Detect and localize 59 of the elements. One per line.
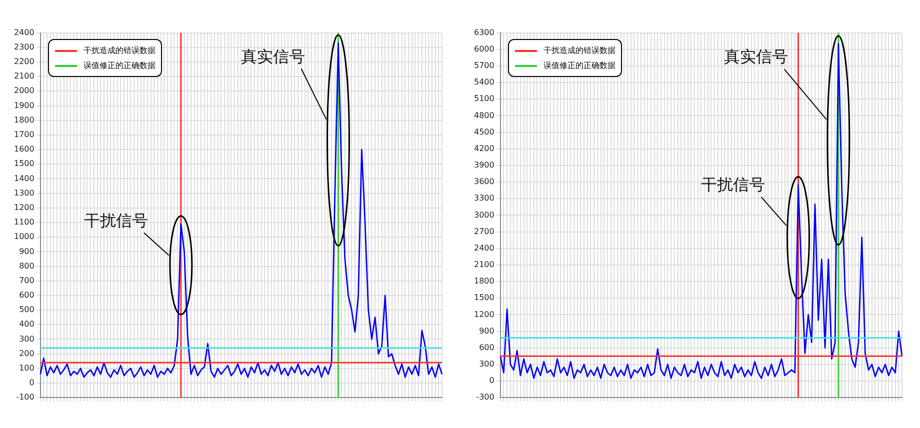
y-tick-label: 1100 [14, 218, 34, 227]
y-tick-label: 4500 [474, 127, 494, 136]
y-tick-label: 2700 [474, 226, 494, 236]
y-tick-label: 5400 [474, 78, 494, 87]
key-box: 干扰造成的错误数据 误值修正的正确数据 [508, 38, 622, 77]
y-tick-label: -100 [16, 392, 34, 402]
y-tick-label: 5700 [474, 61, 494, 70]
y-tick-label: 2100 [474, 260, 494, 270]
y-tick-label: 2000 [14, 86, 34, 96]
y-tick-label: 1400 [14, 174, 34, 183]
y-tick-label: 1600 [14, 144, 34, 154]
annotation: 干扰信号 [84, 210, 148, 232]
y-tick-label: 200 [19, 348, 34, 358]
y-tick-label: 2300 [14, 42, 34, 52]
annotation: 真实信号 [724, 47, 788, 68]
y-tick-label: 900 [19, 246, 34, 256]
key-box: 干扰造成的错误数据 误值修正的正确数据 [48, 38, 162, 77]
y-tick-label: 0 [489, 376, 494, 386]
annotation: 干扰信号 [701, 175, 766, 196]
annotation: 真实信号 [241, 46, 306, 68]
y-tick-label: 0 [29, 378, 34, 388]
y-tick-label: 6000 [474, 44, 494, 54]
y-tick-label: 1900 [14, 100, 34, 110]
y-tick-label: 2400 [474, 243, 494, 252]
y-tick-label: 4800 [474, 110, 494, 120]
y-tick-label: 3000 [474, 210, 494, 220]
y-tick-label: 800 [19, 261, 34, 270]
annotation: 干扰造成的错误数据 [543, 46, 616, 55]
y-tick-label: 1800 [474, 276, 494, 286]
y-tick-label: 100 [19, 363, 34, 372]
y-tick-label: 6300 [474, 28, 494, 37]
y-tick-label: 3300 [474, 194, 494, 203]
y-tick-label: 600 [19, 290, 34, 300]
y-tick-label: 2200 [14, 57, 34, 66]
y-tick-label: 2100 [14, 72, 34, 81]
y-tick-label: 1500 [14, 159, 34, 168]
y-tick-label: 600 [479, 342, 494, 352]
y-tick-label: 4200 [474, 144, 494, 153]
y-tick-label: 700 [19, 276, 34, 285]
annotation: 干扰造成的错误数据 [83, 46, 156, 55]
y-tick-label: 5100 [474, 94, 494, 104]
y-tick-label: 3600 [474, 177, 494, 186]
y-tick-label: 1200 [474, 310, 494, 319]
y-tick-label: 300 [479, 360, 494, 369]
annotation: 误值修正的正确数据 [543, 60, 616, 70]
y-tick-label: 3900 [474, 160, 494, 170]
y-tick-label: 1300 [14, 188, 34, 198]
y-tick-label: 2400 [14, 28, 34, 37]
y-tick-label: -300 [476, 392, 494, 402]
y-tick-label: 900 [479, 326, 494, 336]
y-tick-label: 1500 [474, 293, 494, 302]
annotation: 误值修正的正确数据 [83, 60, 156, 70]
y-tick-label: 400 [19, 320, 34, 329]
y-tick-label: 1700 [14, 130, 34, 140]
y-tick-label: 300 [19, 334, 34, 344]
y-tick-label: 500 [19, 305, 34, 314]
y-tick-label: 1000 [14, 232, 34, 242]
y-tick-label: 1800 [14, 115, 34, 124]
y-tick-label: 1200 [14, 202, 34, 212]
